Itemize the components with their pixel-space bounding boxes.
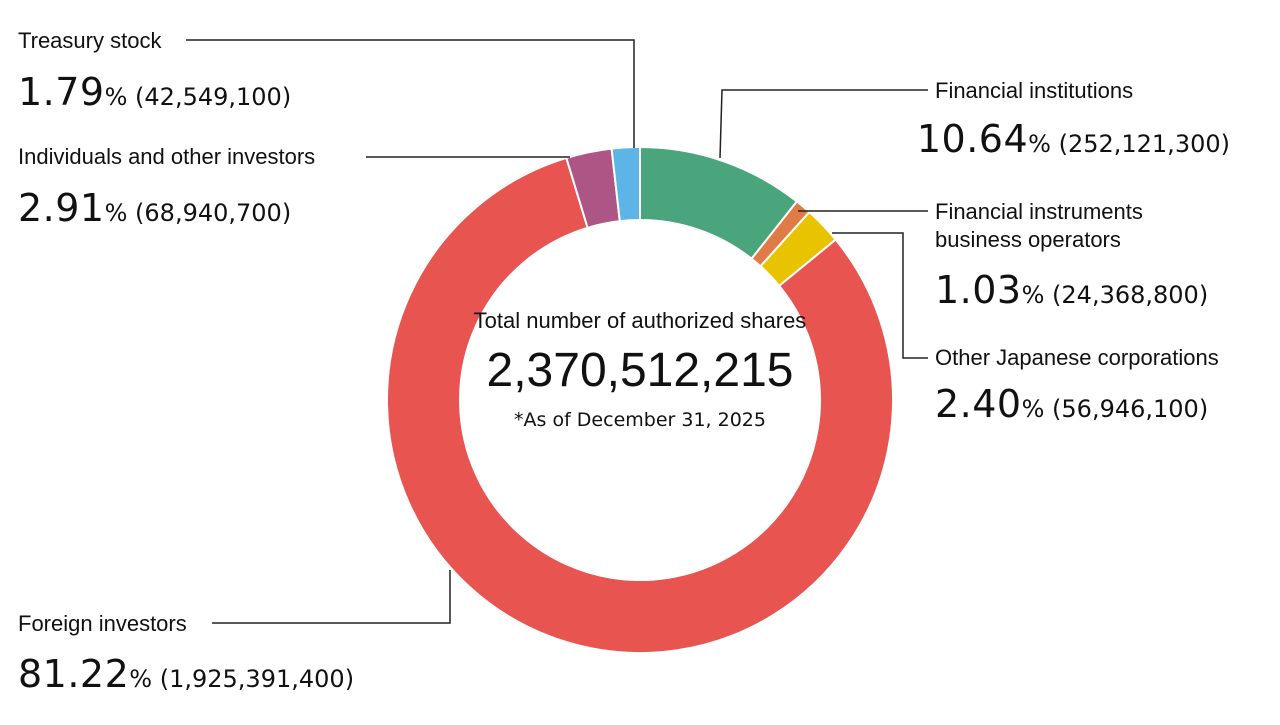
slice-share-count: 1,925,391,400 [169,665,345,693]
close-paren: ) [1198,395,1209,423]
leader-line-foreign-investors [212,570,451,624]
slice-value-financial-instruments-business-operators: 1.03% (24,368,800) [935,268,1208,312]
close-paren: ) [281,83,292,111]
donut-slice-treasury-stock [610,145,641,223]
slice-share-count: 56,946,100 [1061,395,1199,423]
center-caption: Total number of authorized shares [473,308,807,333]
close-paren: ) [281,199,292,227]
slice-label-treasury-stock: Treasury stock [18,28,162,53]
slice-percent: 10.64 [916,117,1029,161]
leader-line-treasury-stock [186,39,635,148]
slice-share-count: 68,940,700 [144,199,282,227]
percent-sign: % ( [104,83,145,111]
slice-label-foreign-investors: Foreign investors [18,611,187,636]
slice-label-individuals-and-other-investors: Individuals and other investors [18,144,316,169]
slice-value-other-japanese-corporations: 2.40% (56,946,100) [935,382,1208,426]
slice-percent: 81.22 [18,652,130,696]
center-summary: Total number of authorized shares 2,370,… [440,306,840,431]
close-paren: ) [1220,130,1230,158]
center-total: 2,370,512,215 [486,344,794,397]
slice-share-count: 252,121,300 [1067,130,1221,158]
slice-value-individuals-and-other-investors: 2.91% (68,940,700) [18,186,291,230]
slice-percent: 1.03 [935,268,1022,312]
close-paren: ) [344,665,355,693]
leader-line-financial-institutions [719,89,928,159]
percent-sign: % ( [1021,395,1062,423]
slice-label-other-japanese-corporations: Other Japanese corporations [935,345,1219,370]
slice-share-count: 24,368,800 [1061,281,1199,309]
close-paren: ) [1198,281,1209,309]
percent-sign: % ( [1028,130,1068,158]
center-note: *As of December 31, 2025 [514,409,766,431]
percent-sign: % ( [1021,281,1062,309]
slice-label-financial-instruments-business-operators: Financial instruments business operators [935,199,1143,252]
leader-line-other-japanese-corporations [832,232,928,359]
percent-sign: % ( [104,199,145,227]
slice-percent: 1.79 [18,70,105,114]
slice-value-financial-institutions: 10.64% (252,121,300) [917,117,1230,161]
slice-value-treasury-stock: 1.79% (42,549,100) [18,70,291,114]
slice-percent: 2.40 [935,382,1022,426]
percent-sign: % ( [129,665,170,693]
slice-value-foreign-investors: 81.22% (1,925,391,400) [18,652,354,696]
slice-share-count: 42,549,100 [144,83,282,111]
slice-percent: 2.91 [18,186,105,230]
donut-slice-foreign-investors [386,156,894,654]
slice-label-financial-institutions: Financial institutions [935,78,1134,103]
